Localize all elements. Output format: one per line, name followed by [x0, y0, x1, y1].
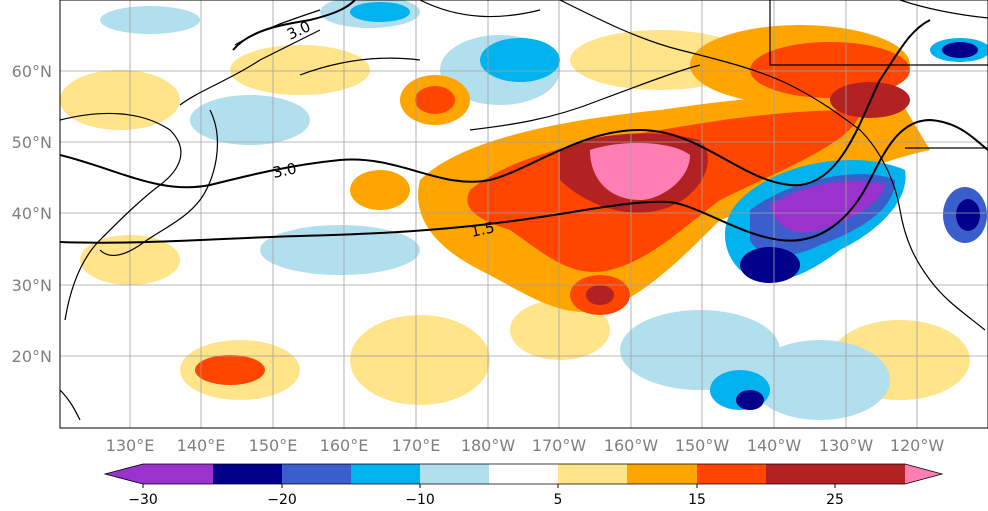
anomaly-patch: [736, 390, 764, 410]
lon-label: 160°E: [320, 436, 369, 455]
anomaly-patch: [350, 315, 490, 405]
coastlines: [60, 0, 988, 421]
contour-1.5: [60, 118, 988, 244]
colorbar-segment: [282, 464, 351, 484]
anomaly-patch: [260, 225, 420, 275]
longitude-labels: 130°E 140°E 150°E 160°E 170°E 180°W 170°…: [106, 436, 945, 455]
colorbar-tick-label: −10: [405, 492, 435, 508]
lat-label: 40°N: [12, 204, 52, 223]
colorbar-ticks: [142, 484, 836, 488]
lon-label: 170°W: [532, 436, 587, 455]
colorbar-segment: [105, 464, 143, 484]
colorbar: −30 −20 −10 5 15 25: [103, 463, 944, 508]
anomaly-patch: [350, 170, 410, 210]
anomaly-patch: [60, 70, 180, 130]
lat-label: 30°N: [12, 276, 52, 295]
colorbar-segment: [143, 464, 213, 484]
lon-label: 150°E: [249, 436, 298, 455]
map-frame: [59, 0, 988, 429]
anomaly-patch: [590, 143, 690, 200]
colorbar-segment: [766, 464, 905, 484]
lat-label: 50°N: [12, 133, 52, 152]
anomaly-patch: [230, 45, 370, 95]
anomaly-patch: [740, 247, 800, 283]
colorbar-segment: [558, 464, 627, 484]
anomaly-patch: [480, 38, 560, 82]
anomaly-patch: [510, 300, 610, 360]
anomaly-patch: [195, 355, 265, 385]
colorbar-tick-label: −20: [267, 492, 297, 508]
lon-label: 180°W: [461, 436, 516, 455]
colorbar-tick-label: 5: [554, 492, 563, 508]
lon-label: 140°E: [177, 436, 226, 455]
anomaly-patch: [586, 285, 614, 305]
lon-label: 160°W: [604, 436, 659, 455]
map-panel: 3.0 3.0 1.5: [59, 0, 988, 429]
anomaly-patch: [942, 42, 978, 58]
contour-label: 3.0: [271, 159, 298, 182]
colorbar-tick-label: 25: [826, 492, 844, 508]
colorbar-segment: [905, 464, 942, 484]
contour-lines: [60, 0, 988, 244]
anomaly-patch: [770, 181, 885, 233]
latitude-labels: 60°N 50°N 40°N 30°N 20°N: [12, 62, 52, 366]
colorbar-segment: [351, 464, 420, 484]
contour-3.0-north: [232, 0, 356, 51]
anomaly-patch: [750, 340, 890, 420]
colorbar-tick-label: −30: [128, 492, 158, 508]
anomaly-patch: [415, 86, 455, 114]
lon-label: 150°W: [675, 436, 730, 455]
anomaly-patch: [100, 6, 200, 34]
colorbar-segment: [697, 464, 766, 484]
colorbar-segment: [420, 464, 489, 484]
lon-label: 130°W: [819, 436, 874, 455]
lat-label: 60°N: [12, 62, 52, 81]
lon-label: 130°E: [106, 436, 155, 455]
anomaly-patch: [190, 95, 310, 145]
lat-label: 20°N: [12, 347, 52, 366]
colorbar-segment: [489, 464, 558, 484]
contour-label: 1.5: [469, 218, 496, 241]
lon-label: 170°E: [392, 436, 441, 455]
contour-3.0-middle: [60, 19, 931, 189]
colorbar-tick-label: 15: [688, 492, 706, 508]
lon-label: 120°W: [890, 436, 945, 455]
anomaly-patch: [350, 2, 410, 22]
lon-label: 140°W: [747, 436, 802, 455]
colorbar-segment: [627, 464, 697, 484]
colorbar-segment: [213, 464, 282, 484]
anomaly-patch: [956, 199, 980, 231]
